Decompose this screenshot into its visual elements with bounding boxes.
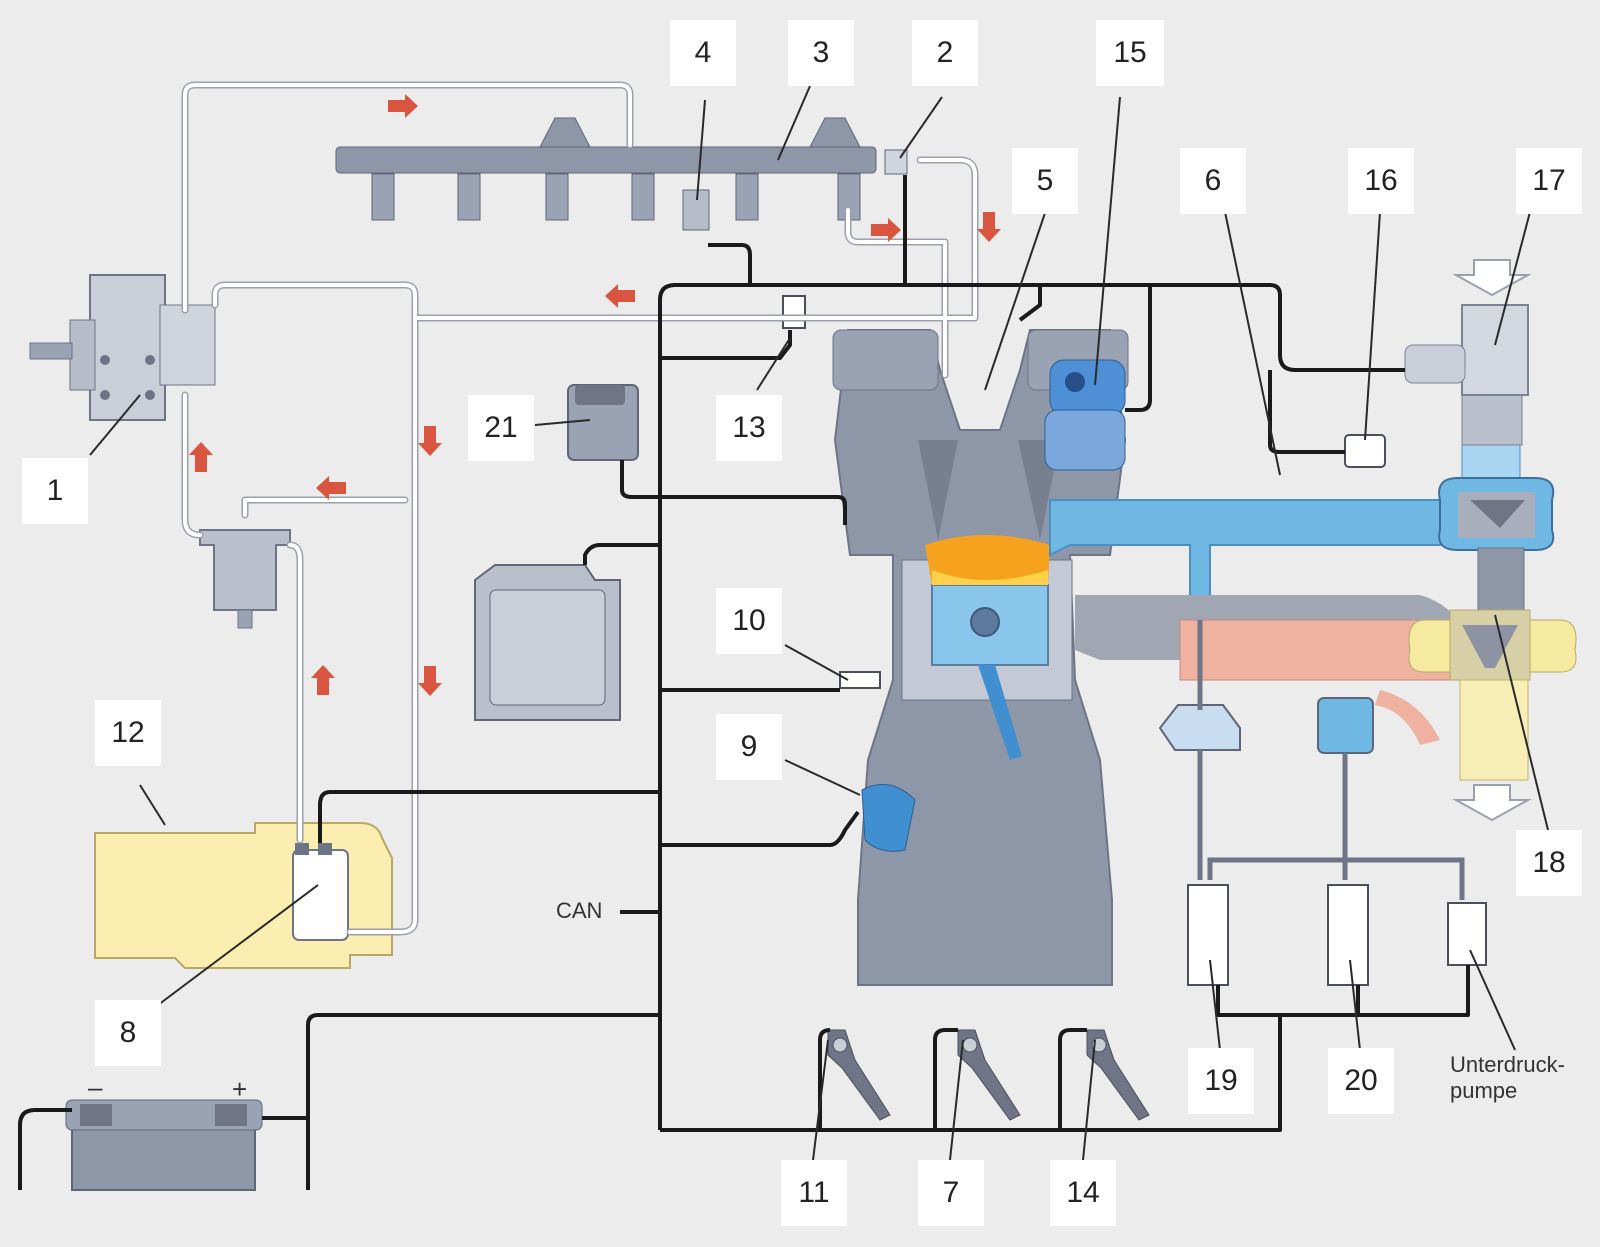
actuator-20-dose bbox=[1317, 697, 1374, 754]
callout-15: 15 bbox=[1096, 20, 1164, 86]
callout-7: 7 bbox=[918, 1160, 984, 1226]
callout-17: 17 bbox=[1516, 148, 1582, 214]
flow-arrow bbox=[871, 218, 901, 242]
high-pressure-pump bbox=[29, 274, 216, 421]
callout-1: 1 bbox=[22, 458, 88, 524]
callout-9: 9 bbox=[716, 714, 782, 780]
flow-arrow bbox=[189, 442, 213, 472]
flow-arrows bbox=[189, 94, 1001, 696]
pedal-7 bbox=[957, 1029, 1021, 1121]
callout-18: 18 bbox=[1516, 830, 1582, 896]
callout-13: 13 bbox=[716, 395, 782, 461]
callout-19: 19 bbox=[1188, 1048, 1254, 1114]
valve-19 bbox=[1187, 884, 1229, 986]
can-bus-label: CAN bbox=[556, 898, 603, 923]
callout-6: 6 bbox=[1180, 148, 1246, 214]
callout-14: 14 bbox=[1050, 1160, 1116, 1226]
boost-actuator-19-dose bbox=[1158, 704, 1241, 751]
battery-minus-label: – bbox=[88, 1072, 103, 1102]
callout-21: 21 bbox=[468, 395, 534, 461]
battery-plus-label: + bbox=[232, 1074, 247, 1104]
flow-arrow bbox=[316, 476, 346, 500]
callout-16: 16 bbox=[1348, 148, 1414, 214]
callout-5: 5 bbox=[1012, 148, 1078, 214]
glow-plug-10 bbox=[839, 671, 881, 689]
flow-arrow bbox=[311, 665, 335, 695]
vacuum-pump-label-line1: Unterdruck- bbox=[1450, 1052, 1565, 1077]
callout-8: 8 bbox=[95, 1000, 161, 1066]
vacuum-lines bbox=[1197, 620, 1465, 900]
turbocharger bbox=[1408, 394, 1577, 781]
vacuum-pump bbox=[1447, 902, 1487, 966]
flow-arrow bbox=[977, 212, 1001, 242]
callout-12: 12 bbox=[95, 700, 161, 766]
pedal-14 bbox=[1086, 1029, 1150, 1121]
fuel-tank bbox=[94, 822, 393, 969]
flow-arrow bbox=[418, 666, 442, 696]
callout-11: 11 bbox=[781, 1160, 847, 1226]
callout-3: 3 bbox=[788, 20, 854, 86]
common-rail bbox=[335, 117, 908, 231]
valve-20 bbox=[1327, 884, 1369, 986]
callout-2: 2 bbox=[912, 20, 978, 86]
air-mass-meter bbox=[1404, 259, 1532, 822]
engine-block bbox=[832, 329, 1129, 986]
leader-lines bbox=[89, 85, 1549, 1161]
sensor-13 bbox=[782, 295, 806, 329]
callout-4: 4 bbox=[670, 20, 736, 86]
flow-arrow bbox=[418, 426, 442, 456]
callout-20: 20 bbox=[1328, 1048, 1394, 1114]
flow-arrow bbox=[605, 284, 635, 308]
battery bbox=[65, 1099, 263, 1191]
module-21 bbox=[567, 384, 639, 461]
engine-control-unit bbox=[474, 564, 621, 721]
pedal-11 bbox=[827, 1029, 891, 1121]
fuel-lines bbox=[181, 81, 979, 936]
wiring-harness bbox=[18, 175, 1470, 1190]
exhaust-path bbox=[1075, 595, 1470, 745]
flow-arrow bbox=[388, 94, 418, 118]
vacuum-pump-label-line2: pumpe bbox=[1450, 1078, 1518, 1103]
callout-10: 10 bbox=[716, 588, 782, 654]
fuel-filter bbox=[199, 529, 291, 629]
